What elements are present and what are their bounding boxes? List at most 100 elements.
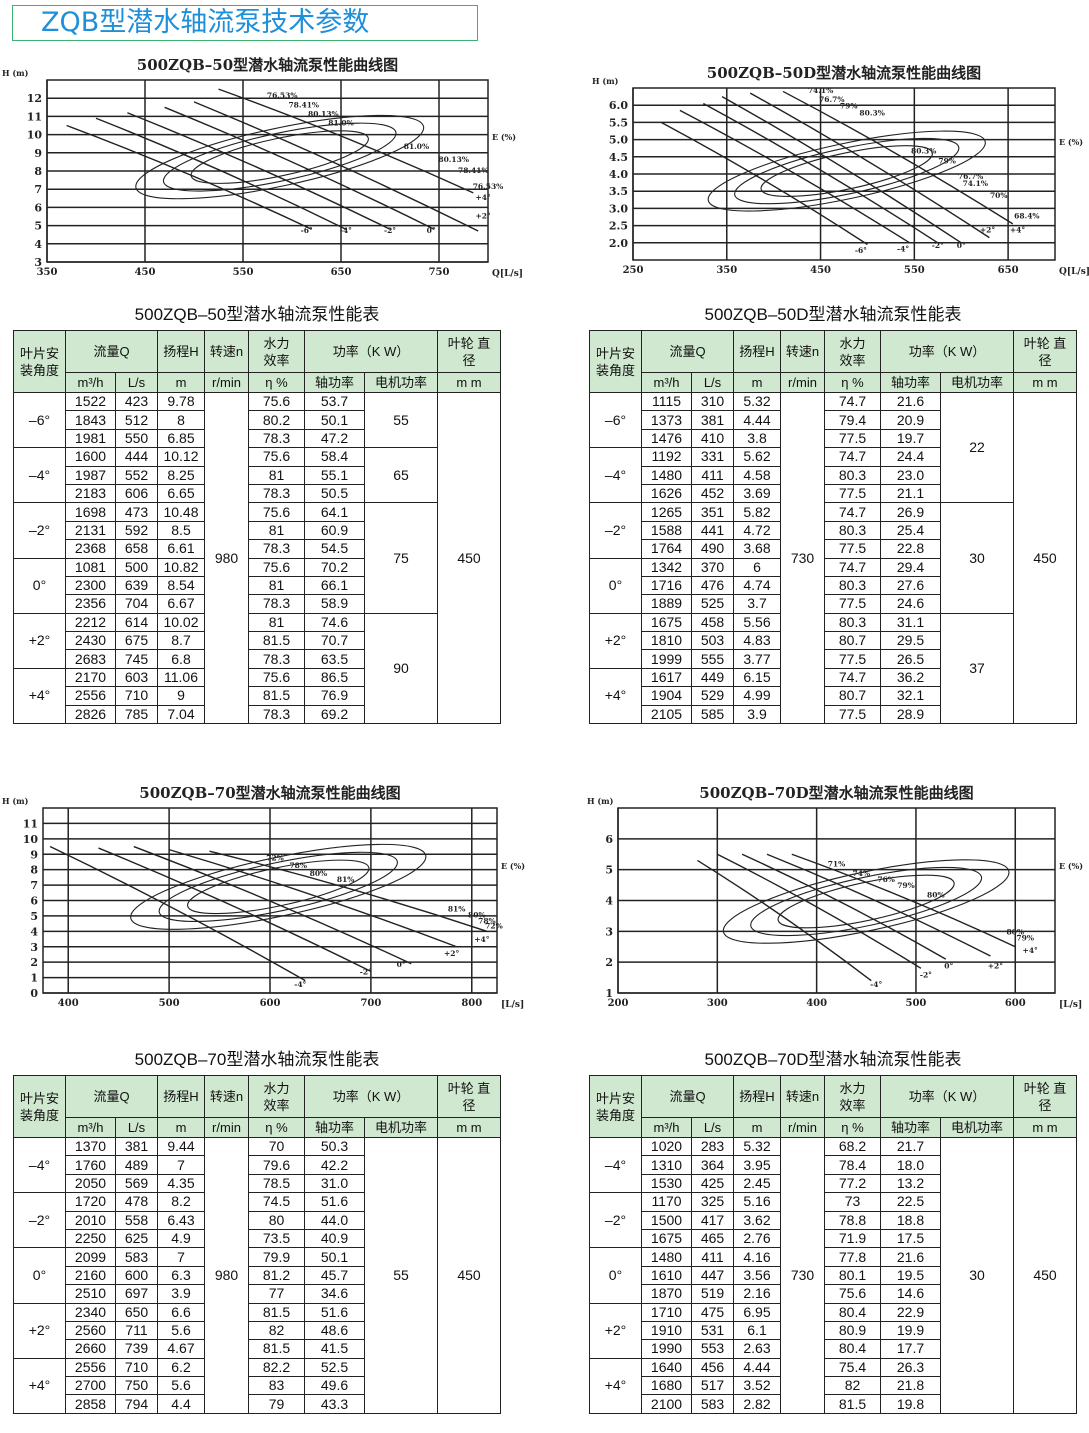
efficiency: 74.7: [824, 667, 881, 688]
head-m: 6: [733, 557, 781, 577]
shaft-power: 21.8: [880, 1376, 941, 1396]
efficiency: 68.2: [824, 1136, 881, 1157]
header-head-unit: m: [157, 372, 205, 393]
flow-ls: 381: [115, 1136, 158, 1157]
flow-m3h: 1265: [641, 502, 692, 522]
y-tick-label: 3: [34, 256, 42, 269]
curve-annotation: -4°: [340, 226, 352, 235]
flow-ls: 583: [691, 1394, 734, 1414]
blade-angle: –6°: [589, 391, 642, 449]
header-efficiency-unit: η %: [824, 1117, 881, 1138]
head-m: 3.9: [157, 1284, 205, 1304]
flow-m3h: 1889: [641, 594, 692, 614]
efficiency: 78.3: [248, 539, 305, 559]
efficiency-contour: [707, 130, 986, 212]
flow-ls: 447: [691, 1265, 734, 1286]
flow-m3h: 2556: [65, 686, 116, 706]
shaft-power: 24.6: [880, 594, 941, 614]
blade-angle-curve: [702, 102, 939, 244]
flow-ls: 614: [115, 612, 158, 633]
table-row: –4° 1600 444 10.12 75.6 58.4 65: [13, 447, 501, 504]
header-efficiency-unit: η %: [248, 1117, 305, 1138]
curve-annotation: 78.41%: [458, 166, 489, 175]
efficiency-axis-label: E (%): [1059, 861, 1083, 871]
flow-ls: 711: [115, 1320, 158, 1341]
y-tick-label: 4.5: [609, 151, 628, 164]
curve-annotation: -6°: [855, 246, 867, 255]
header-motor-power: 电机功率: [364, 372, 438, 393]
header-flow-ls: L/s: [691, 1117, 734, 1138]
header-speed: 转速n: [204, 1075, 249, 1118]
shaft-power: 50.1: [304, 1247, 365, 1267]
efficiency: 78.4: [824, 1155, 881, 1175]
blade-angle: –2°: [589, 1192, 642, 1249]
y-tick-label: 4: [30, 925, 38, 938]
flow-m3h: 2826: [65, 704, 116, 725]
blade-angle-curve: [679, 109, 911, 244]
y-tick-label: 8: [34, 165, 42, 178]
shaft-power: 27.6: [880, 575, 941, 596]
efficiency: 71.9: [824, 1228, 881, 1249]
shaft-power: 34.6: [304, 1284, 365, 1304]
head-m: 4.4: [157, 1394, 205, 1414]
shaft-power: 19.9: [880, 1320, 941, 1341]
head-m: 5.6: [157, 1320, 205, 1341]
shaft-power: 60.9: [304, 520, 365, 541]
header-speed: 转速n: [780, 1075, 825, 1118]
y-tick-label: 3.5: [609, 185, 628, 198]
efficiency: 75.6: [248, 502, 305, 522]
shaft-power: 86.5: [304, 667, 365, 688]
flow-m3h: 1698: [65, 502, 116, 522]
curve-annotation: -4°: [294, 980, 306, 989]
header-speed: 转速n: [204, 330, 249, 373]
header-flow: 流量Q: [641, 1075, 734, 1118]
head-m: 4.83: [733, 631, 781, 651]
curve-annotation: -4°: [870, 980, 882, 989]
efficiency: 77.5: [824, 483, 881, 504]
table-row: 1500 417 3.62 78.8 18.8: [590, 1210, 1077, 1230]
flow-ls: 441: [691, 520, 734, 541]
flow-ls: 500: [115, 557, 158, 577]
y-tick-label: 10: [23, 833, 39, 846]
efficiency: 81.5: [248, 1302, 305, 1322]
header-speed: 转速n: [780, 330, 825, 373]
blade-angle: –4°: [589, 1136, 642, 1194]
efficiency-contour: [158, 851, 398, 923]
efficiency: 75.6: [824, 1284, 881, 1304]
efficiency: 82: [824, 1376, 881, 1396]
header-shaft-power: 轴功率: [304, 372, 365, 393]
head-m: 6.85: [157, 428, 205, 449]
impeller-diameter: 450: [1013, 391, 1077, 725]
table-row: +2° 1675 458 5.56 80.3 31.1 37: [589, 612, 1077, 725]
shaft-power: 20.9: [880, 410, 941, 430]
efficiency: 74.7: [824, 391, 881, 412]
performance-table: 叶片安装角度 流量Q 扬程H 转速n 水力效率 功率（K W） 叶轮 直径 m³/h L/s m r…: [589, 1075, 1077, 1414]
motor-power: 55: [364, 1137, 438, 1414]
efficiency-contour: [777, 874, 955, 929]
flow-ls: 411: [691, 1247, 734, 1267]
curve-annotation: -6°: [301, 226, 313, 235]
curve-annotation: 78%: [478, 917, 496, 926]
flow-m3h: 2050: [65, 1173, 116, 1194]
shaft-power: 21.1: [880, 483, 941, 504]
curve-annotation: 76.53%: [473, 182, 504, 191]
performance-table: 叶片安装角度 流量Q 扬程H 转速n 水力效率 功率（K W） 叶轮 直径 m³/h L/s m r…: [589, 330, 1077, 725]
shaft-power: 17.7: [880, 1339, 941, 1359]
efficiency: 81.5: [248, 1339, 305, 1359]
header-speed-unit: r/min: [204, 372, 249, 393]
efficiency: 74.5: [248, 1192, 305, 1212]
blade-angle: –2°: [589, 502, 642, 559]
shaft-power: 22.9: [880, 1302, 941, 1322]
speed-rpm: 730: [780, 391, 825, 725]
shaft-power: 52.5: [304, 1357, 365, 1378]
shaft-power: 54.5: [304, 539, 365, 559]
shaft-power: 40.9: [304, 1228, 365, 1249]
curve-annotation: 70%: [990, 191, 1008, 200]
shaft-power: 21.7: [880, 1136, 941, 1157]
flow-m3h: 2683: [65, 649, 116, 669]
efficiency: 75.6: [248, 667, 305, 688]
flow-m3h: 1843: [65, 410, 116, 430]
header-flow-m3h: m³/h: [641, 1117, 692, 1138]
x-tick-label: 800: [461, 998, 482, 1009]
